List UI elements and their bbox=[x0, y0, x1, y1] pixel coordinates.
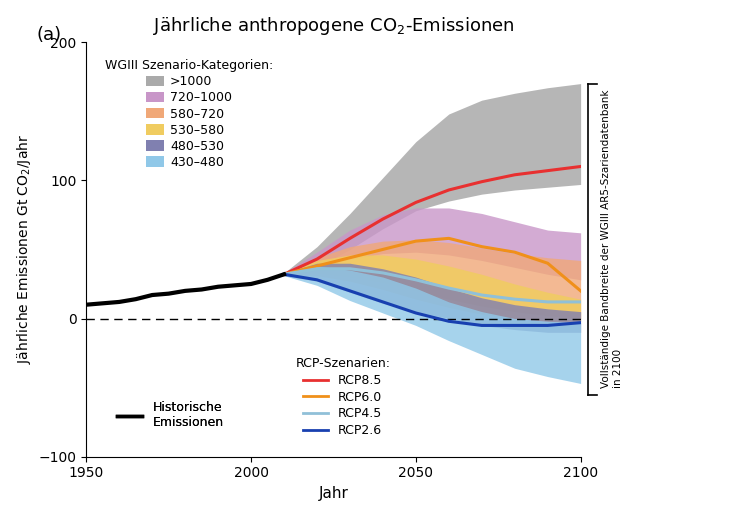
Legend: Historische
Emissionen: Historische Emissionen bbox=[112, 396, 228, 434]
Text: Vollständige Bandbreite der WGIII AR5-Szariendatenbank
in 2100: Vollständige Bandbreite der WGIII AR5-Sz… bbox=[601, 90, 623, 389]
Title: Jährliche anthropogene CO$_2$-Emissionen: Jährliche anthropogene CO$_2$-Emissionen bbox=[153, 15, 514, 37]
X-axis label: Jahr: Jahr bbox=[318, 486, 348, 501]
Text: (a): (a) bbox=[36, 25, 62, 43]
Y-axis label: Jährliche Emissionen Gt CO$_2$/Jahr: Jährliche Emissionen Gt CO$_2$/Jahr bbox=[15, 134, 33, 364]
